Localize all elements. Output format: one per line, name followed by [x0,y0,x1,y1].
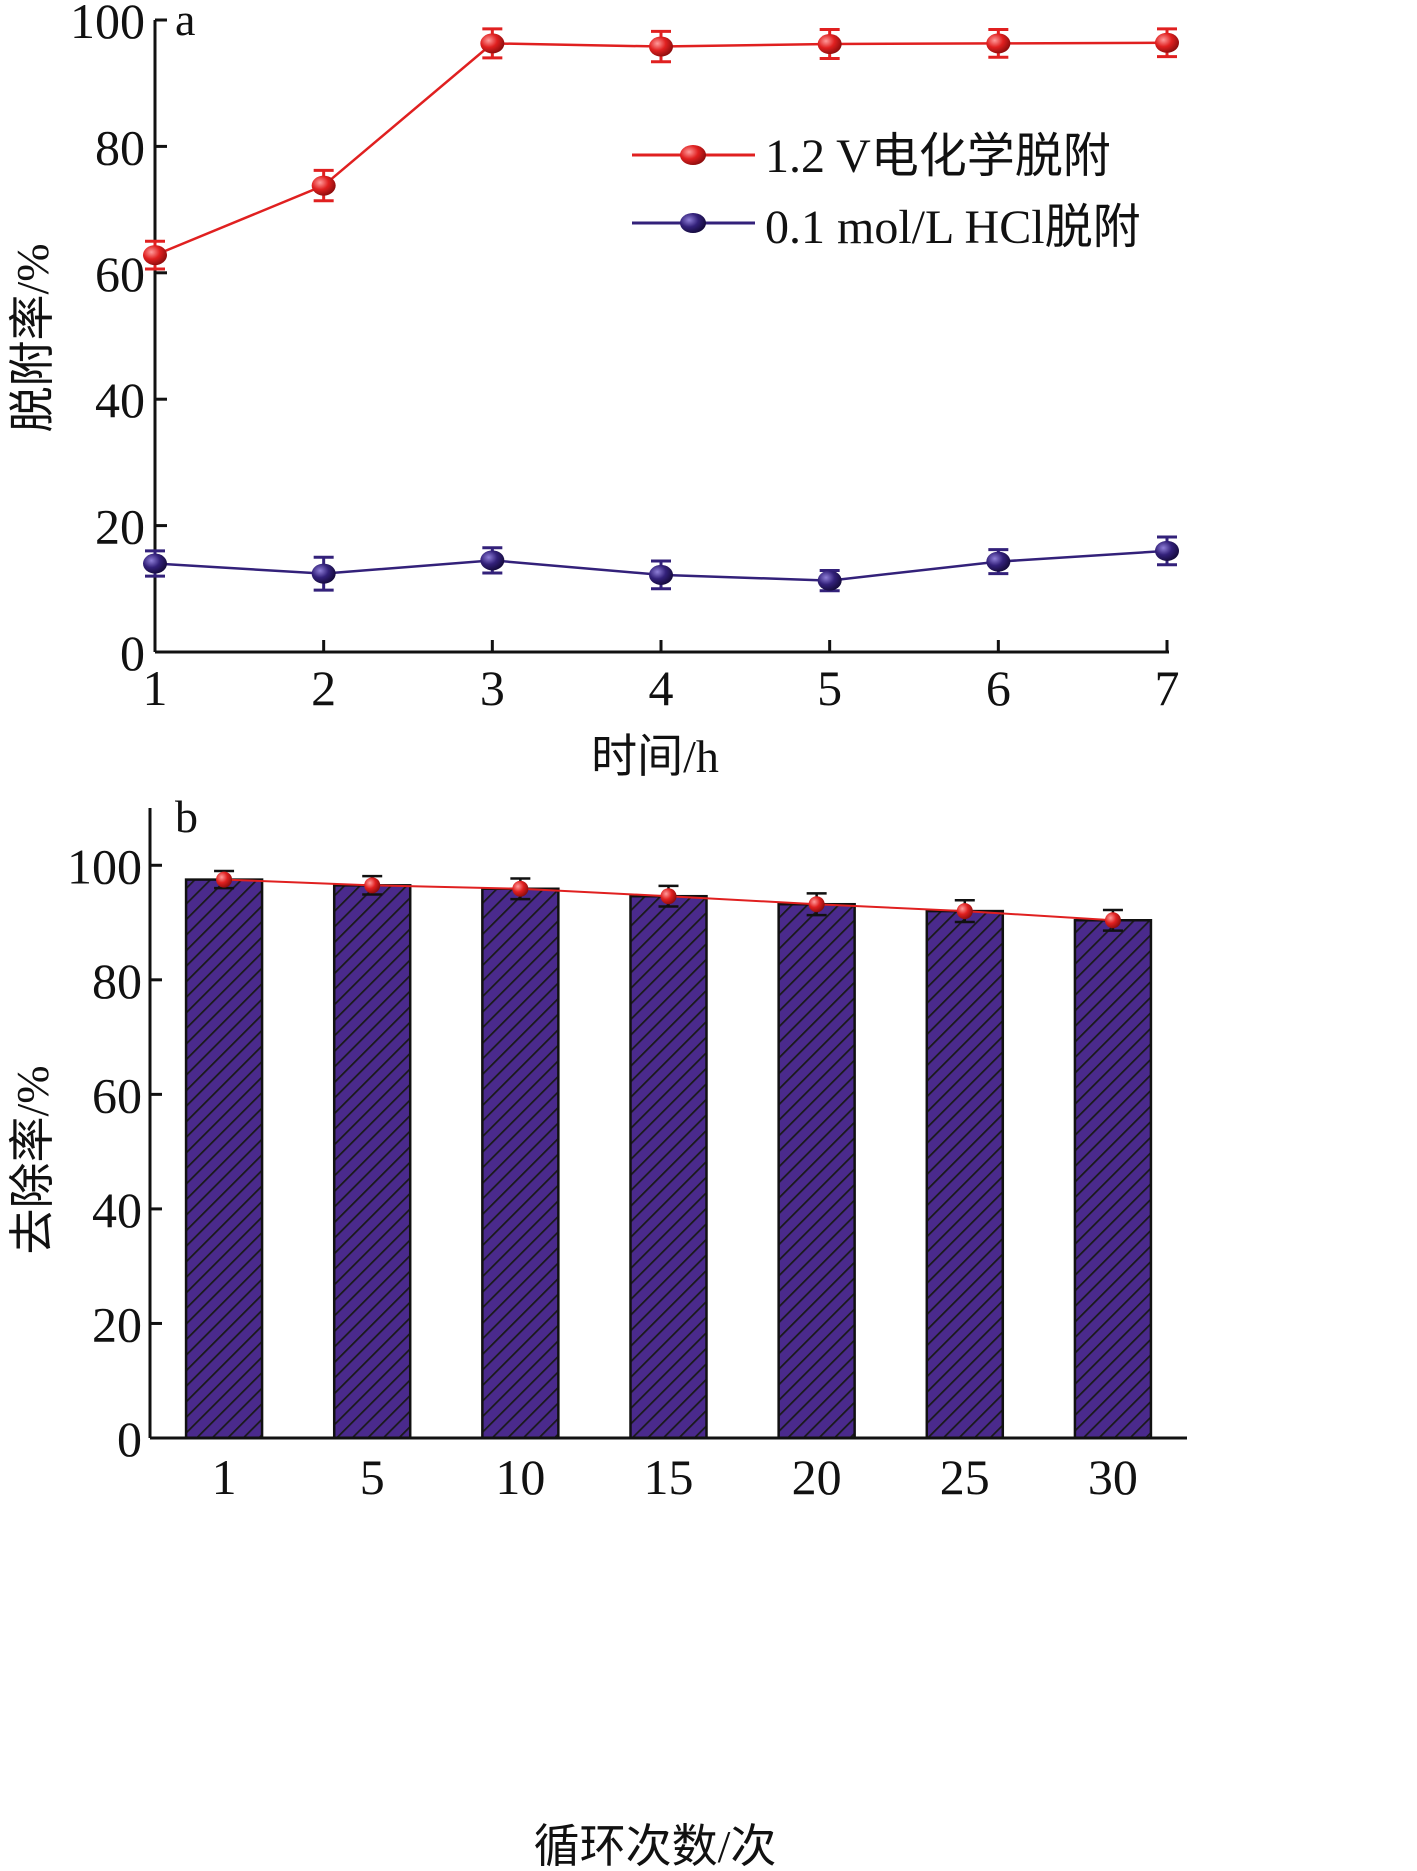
series-1 [143,27,1179,271]
data-point [817,570,842,591]
panel-a-x-tick-label: 6 [986,660,1011,716]
panel-b-x-tick-label: 15 [644,1449,694,1505]
panel-b-x-tick-labels: 1 5 10 15 20 25 30 [212,1449,1138,1505]
bar [925,909,1005,1440]
panel-a: a 0 20 40 60 80 100 1 2 3 4 5 6 7 时间/h 脱附率/% 1.2 V电… [7,0,1180,782]
data-point [364,877,381,894]
panel-a-y-tick-label: 80 [95,119,145,175]
data-point [143,245,167,266]
data-point [512,880,529,897]
panel-a-x-axis-label: 时间/h [591,731,719,782]
panel-b-y-tick-label: 20 [92,1296,142,1352]
data-point [986,551,1011,572]
data-point [311,175,336,196]
bar [184,878,264,1440]
panel-b-y-tick-label: 0 [117,1411,142,1467]
data-point [1155,540,1179,561]
data-point [817,34,842,55]
data-point [649,564,673,585]
panel-a-x-tick-labels: 1 2 3 4 5 6 7 [143,660,1180,716]
panel-a-y-axis-label: 脱附率/% [7,243,58,432]
panel-a-x-tick-label: 3 [480,660,505,716]
panel-a-y-tick-label: 60 [95,246,145,302]
legend-marker-series-2 [680,213,706,233]
panel-b-x-tick-label: 20 [792,1449,842,1505]
panel-b-x-tick-label: 10 [495,1449,545,1505]
panel-b-y-axis-label: 去除率/% [7,1065,58,1254]
panel-a-y-tick-label: 40 [95,372,145,428]
panel-a-axes [153,18,1169,654]
data-point [1155,32,1179,53]
panel-b-y-tick-label: 100 [67,838,142,894]
legend-marker-series-1 [680,145,706,165]
bar [629,894,708,1440]
data-point [649,36,673,57]
data-point [143,553,167,574]
panel-b-x-tick-label: 1 [212,1449,237,1505]
panel-a-x-tick-label: 2 [311,660,336,716]
bar [1073,919,1153,1440]
panel-a-x-tick-label: 5 [817,660,842,716]
panel-b-x-axis-label: 循环次数/次 [534,1821,777,1871]
bar [332,884,412,1440]
data-point [480,33,505,54]
panel-a-x-tick-label: 1 [143,660,168,716]
panel-b-bars [184,878,1153,1440]
panel-b-y-tick-labels: 0 20 40 60 80 100 [67,838,142,1467]
data-point [1104,912,1121,929]
series-2 [143,535,1179,593]
panel-a-x-tick-label: 4 [649,660,674,716]
data-point [311,563,336,584]
legend-label-series-2: 0.1 mol/L HCl脱附 [765,201,1141,254]
panel-a-y-tick-label: 0 [120,625,145,681]
panel-b-x-tick-label: 5 [360,1449,385,1505]
panel-a-y-tick-labels: 0 20 40 60 80 100 [70,0,145,681]
bar [777,902,856,1440]
data-point [660,888,677,905]
panel-b-overlay [214,869,1123,932]
panel-a-x-tick-label: 7 [1155,660,1180,716]
panel-b-label: b [175,791,198,842]
data-point [480,550,505,571]
panel-b-y-tick-label: 80 [92,953,142,1009]
panel-b-y-tick-label: 60 [92,1067,142,1123]
panel-b-axes [148,808,1187,1440]
panel-a-label: a [175,0,195,45]
data-point [808,896,825,913]
panel-b-x-tick-label: 25 [940,1449,990,1505]
panel-a-legend: 1.2 V电化学脱附 0.1 mol/L HCl脱附 [632,130,1141,254]
panel-a-series [143,27,1179,593]
bar [481,887,560,1440]
legend-label-series-1: 1.2 V电化学脱附 [765,130,1111,183]
data-point [986,33,1011,54]
data-point [956,903,973,920]
data-point [216,871,233,888]
panel-a-y-tick-label: 100 [70,0,145,49]
panel-b-x-tick-label: 30 [1088,1449,1138,1505]
panel-a-y-tick-label: 20 [95,499,145,555]
panel-b-y-tick-label: 40 [92,1182,142,1238]
